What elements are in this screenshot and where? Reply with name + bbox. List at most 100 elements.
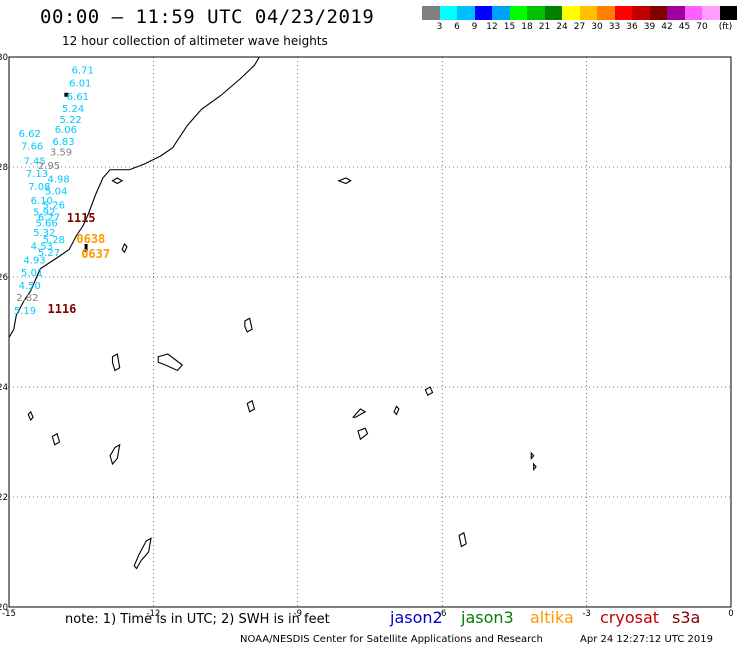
credit-text: NOAA/NESDIS Center for Satellite Applica… — [240, 634, 543, 645]
island-outline — [246, 399, 256, 413]
island-outline — [357, 427, 369, 441]
legend-label: 21 — [538, 22, 551, 32]
satellite-jason3: jason3 — [461, 608, 514, 627]
legend-label: 9 — [471, 22, 478, 32]
island-outline — [533, 462, 537, 471]
wave-height-label: 5.28 — [43, 235, 65, 246]
wave-height-label: 5.66 — [35, 218, 57, 229]
legend-label: 27 — [573, 22, 586, 32]
island-outline — [337, 177, 352, 185]
wave-height-label: 5.32 — [33, 228, 55, 239]
lon-tick-label: -6 — [438, 609, 446, 619]
island-marker — [64, 92, 69, 97]
pass-time-label: 0637 — [81, 247, 110, 261]
generated-timestamp: Apr 24 12:27:12 UTC 2019 — [580, 634, 713, 645]
legend-swatch — [719, 6, 737, 20]
wave-height-label: 4.98 — [48, 174, 70, 185]
legend-swatch — [527, 6, 545, 20]
wave-height-label: 4.50 — [19, 281, 41, 292]
wave-height-label: 5.92 — [33, 207, 55, 218]
legend-label: 18 — [521, 22, 533, 32]
legend-label: 3 — [436, 22, 443, 32]
lat-tick-label: 24 — [0, 383, 8, 393]
legend-label: 24 — [556, 22, 568, 32]
legend-swatch — [579, 6, 597, 20]
legend-label: 30 — [591, 22, 603, 32]
island-outline — [133, 537, 152, 570]
lon-tick-label: -3 — [582, 609, 590, 619]
legend-label: 39 — [643, 22, 656, 32]
island-outline — [111, 177, 124, 185]
legend-swatch — [614, 6, 632, 20]
map-frame — [8, 56, 732, 608]
island-outline — [424, 386, 434, 397]
legend-swatch — [439, 6, 457, 20]
wave-height-label: 2.82 — [16, 293, 38, 304]
wave-height-label: 7.66 — [21, 141, 43, 152]
legend-label: 42 — [661, 22, 673, 32]
wave-height-label: 4.53 — [31, 242, 53, 253]
legend-label: 15 — [503, 22, 516, 32]
credit-line: NOAA/NESDIS Center for Satellite Applica… — [240, 634, 713, 645]
legend-swatch — [684, 6, 702, 20]
legend-swatch — [597, 6, 615, 20]
island-outline — [109, 443, 121, 466]
wave-height-label: 6.01 — [69, 79, 91, 90]
wave-height-label: 7.45 — [23, 156, 45, 167]
color-scale-legend — [422, 6, 737, 20]
island-outline — [121, 242, 128, 254]
footnote: note: 1) Time is in UTC; 2) SWH is in fe… — [65, 612, 330, 627]
lon-tick-label: -15 — [2, 609, 16, 619]
lon-tick-label: -12 — [146, 609, 160, 619]
wave-height-label: 5.27 — [38, 248, 60, 259]
legend-label: 12 — [486, 22, 498, 32]
legend-swatch — [509, 6, 527, 20]
wave-height-label: 4.93 — [23, 255, 45, 266]
legend-swatch — [544, 6, 562, 20]
wave-height-label: 5.22 — [60, 115, 82, 126]
legend-swatch — [474, 6, 492, 20]
africa-coastline — [8, 56, 260, 338]
legend-swatch — [702, 6, 720, 20]
legend-swatch — [632, 6, 650, 20]
wave-height-label: 3.59 — [50, 147, 72, 158]
wave-height-label: 5.26 — [43, 200, 65, 211]
island-outline — [51, 432, 61, 446]
island-marker — [84, 244, 88, 252]
satellite-s3a: s3a — [672, 608, 701, 627]
island-outline — [393, 405, 400, 416]
legend-label: 33 — [608, 22, 621, 32]
satellite-altika: altika — [530, 608, 574, 627]
wave-height-label: 2.95 — [38, 161, 60, 172]
lat-tick-label: 30 — [0, 53, 8, 63]
legend-label: 6 — [454, 22, 460, 32]
island-outline — [244, 317, 253, 333]
pass-time-label: 1116 — [48, 302, 77, 316]
altimeter-labels: 6.71 6.01 6.615.245.22 6.62 6.06 7.66 6.83 7.45… — [14, 66, 110, 317]
legend-swatch — [649, 6, 667, 20]
wave-height-label: 6.10 — [31, 196, 53, 207]
coastline — [8, 56, 537, 570]
island-outline — [27, 410, 34, 422]
legend-swatch — [422, 6, 440, 20]
wave-height-label: 6.61 — [67, 92, 89, 103]
island-outline — [111, 353, 121, 372]
color-scale-labels: 3 6 9 12 15 18 21 24 27 30 33 36 39 42 45 70 (ft) — [422, 22, 740, 34]
map-title: 00:00 – 11:59 UTC 04/23/2019 — [40, 6, 375, 28]
lon-tick-label: 0 — [728, 609, 733, 619]
map-grid — [9, 57, 731, 607]
lon-tick-label: -9 — [294, 609, 302, 619]
axis-ticks: 30 28 26 24 22 20-15 -12 -9 -6 -3 0 — [0, 53, 734, 619]
island-outline — [157, 353, 184, 372]
pass-time-label: 0638 — [76, 232, 105, 246]
lat-tick-label: 20 — [0, 603, 8, 613]
legend-swatch — [562, 6, 580, 20]
wave-height-label: 6.27 — [38, 212, 60, 223]
lat-tick-label: 28 — [0, 163, 8, 173]
island-outline — [351, 408, 367, 418]
wave-height-label: 7.13 — [26, 169, 48, 180]
island-outline — [530, 451, 535, 460]
wave-height-label: 5.24 — [62, 104, 84, 115]
legend-label: 36 — [626, 22, 638, 32]
